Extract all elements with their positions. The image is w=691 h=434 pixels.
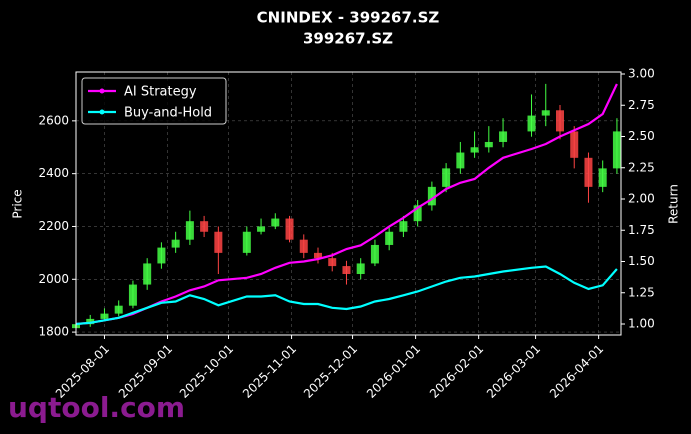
candle-body — [484, 141, 493, 148]
candle-body — [584, 157, 593, 187]
candle-body — [385, 231, 394, 245]
series-line — [75, 265, 618, 326]
candle-body — [413, 205, 422, 222]
candle-body — [86, 318, 95, 325]
plot-frame — [75, 71, 622, 336]
chart-subtitle: 399267.SZ — [303, 30, 393, 48]
candle-body — [442, 168, 451, 187]
legend-marker — [99, 88, 105, 94]
y2-tick-label: 2.00 — [628, 192, 655, 206]
candle-body — [456, 152, 465, 169]
legend-label: Buy-and-Hold — [124, 106, 212, 121]
legend-label: AI Strategy — [124, 85, 197, 100]
candle-body — [313, 252, 322, 259]
y2-tick-label: 2.25 — [628, 160, 655, 174]
candle-body — [285, 218, 294, 240]
candle-body — [271, 218, 280, 227]
y-tick-label: 2400 — [38, 166, 69, 180]
candle-body — [427, 186, 436, 206]
candle-body — [114, 305, 123, 314]
legend-box — [81, 77, 227, 125]
candle-body — [555, 110, 564, 132]
candle-body — [527, 115, 536, 132]
y2-tick-label: 1.25 — [628, 285, 655, 299]
candle-body — [185, 221, 194, 240]
y-tick-label: 1800 — [38, 325, 69, 339]
candle-body — [470, 147, 479, 153]
candle-body — [342, 266, 351, 275]
candle-body — [570, 131, 579, 158]
candle-body — [171, 239, 180, 248]
y2-tick-label: 2.75 — [628, 98, 655, 112]
y2-tick-label: 1.50 — [628, 254, 655, 268]
candle-body — [356, 263, 365, 275]
candle-body — [242, 231, 251, 253]
candle-body — [499, 131, 508, 142]
candle-body — [143, 263, 152, 285]
y-axis-label: Price — [11, 189, 25, 218]
y2-tick-label: 1.75 — [628, 223, 655, 237]
y2-axis-label: Return — [667, 184, 681, 224]
candle-body — [612, 131, 621, 169]
y2-tick-label: 1.00 — [628, 317, 655, 331]
y-tick-label: 2200 — [38, 219, 69, 233]
candle-body — [328, 258, 337, 267]
watermark: uqtool.com — [8, 391, 185, 424]
candle-body — [299, 239, 308, 253]
candle-body — [598, 168, 607, 187]
candle-body — [100, 313, 109, 319]
y2-tick-label: 3.00 — [628, 67, 655, 81]
candle-body — [128, 284, 137, 306]
y-tick-label: 2600 — [38, 113, 69, 127]
candle-body — [370, 244, 379, 264]
candle-body — [541, 110, 550, 116]
candle-body — [257, 226, 266, 232]
y2-tick-label: 2.50 — [628, 129, 655, 143]
candle-body — [157, 247, 166, 264]
y-tick-label: 2000 — [38, 272, 69, 286]
candle-body — [214, 231, 223, 253]
candle-body — [399, 221, 408, 232]
legend-marker — [99, 109, 105, 115]
chart-title: CNINDEX - 399267.SZ — [257, 9, 440, 27]
candle-body — [200, 221, 209, 232]
series-line — [75, 83, 618, 326]
